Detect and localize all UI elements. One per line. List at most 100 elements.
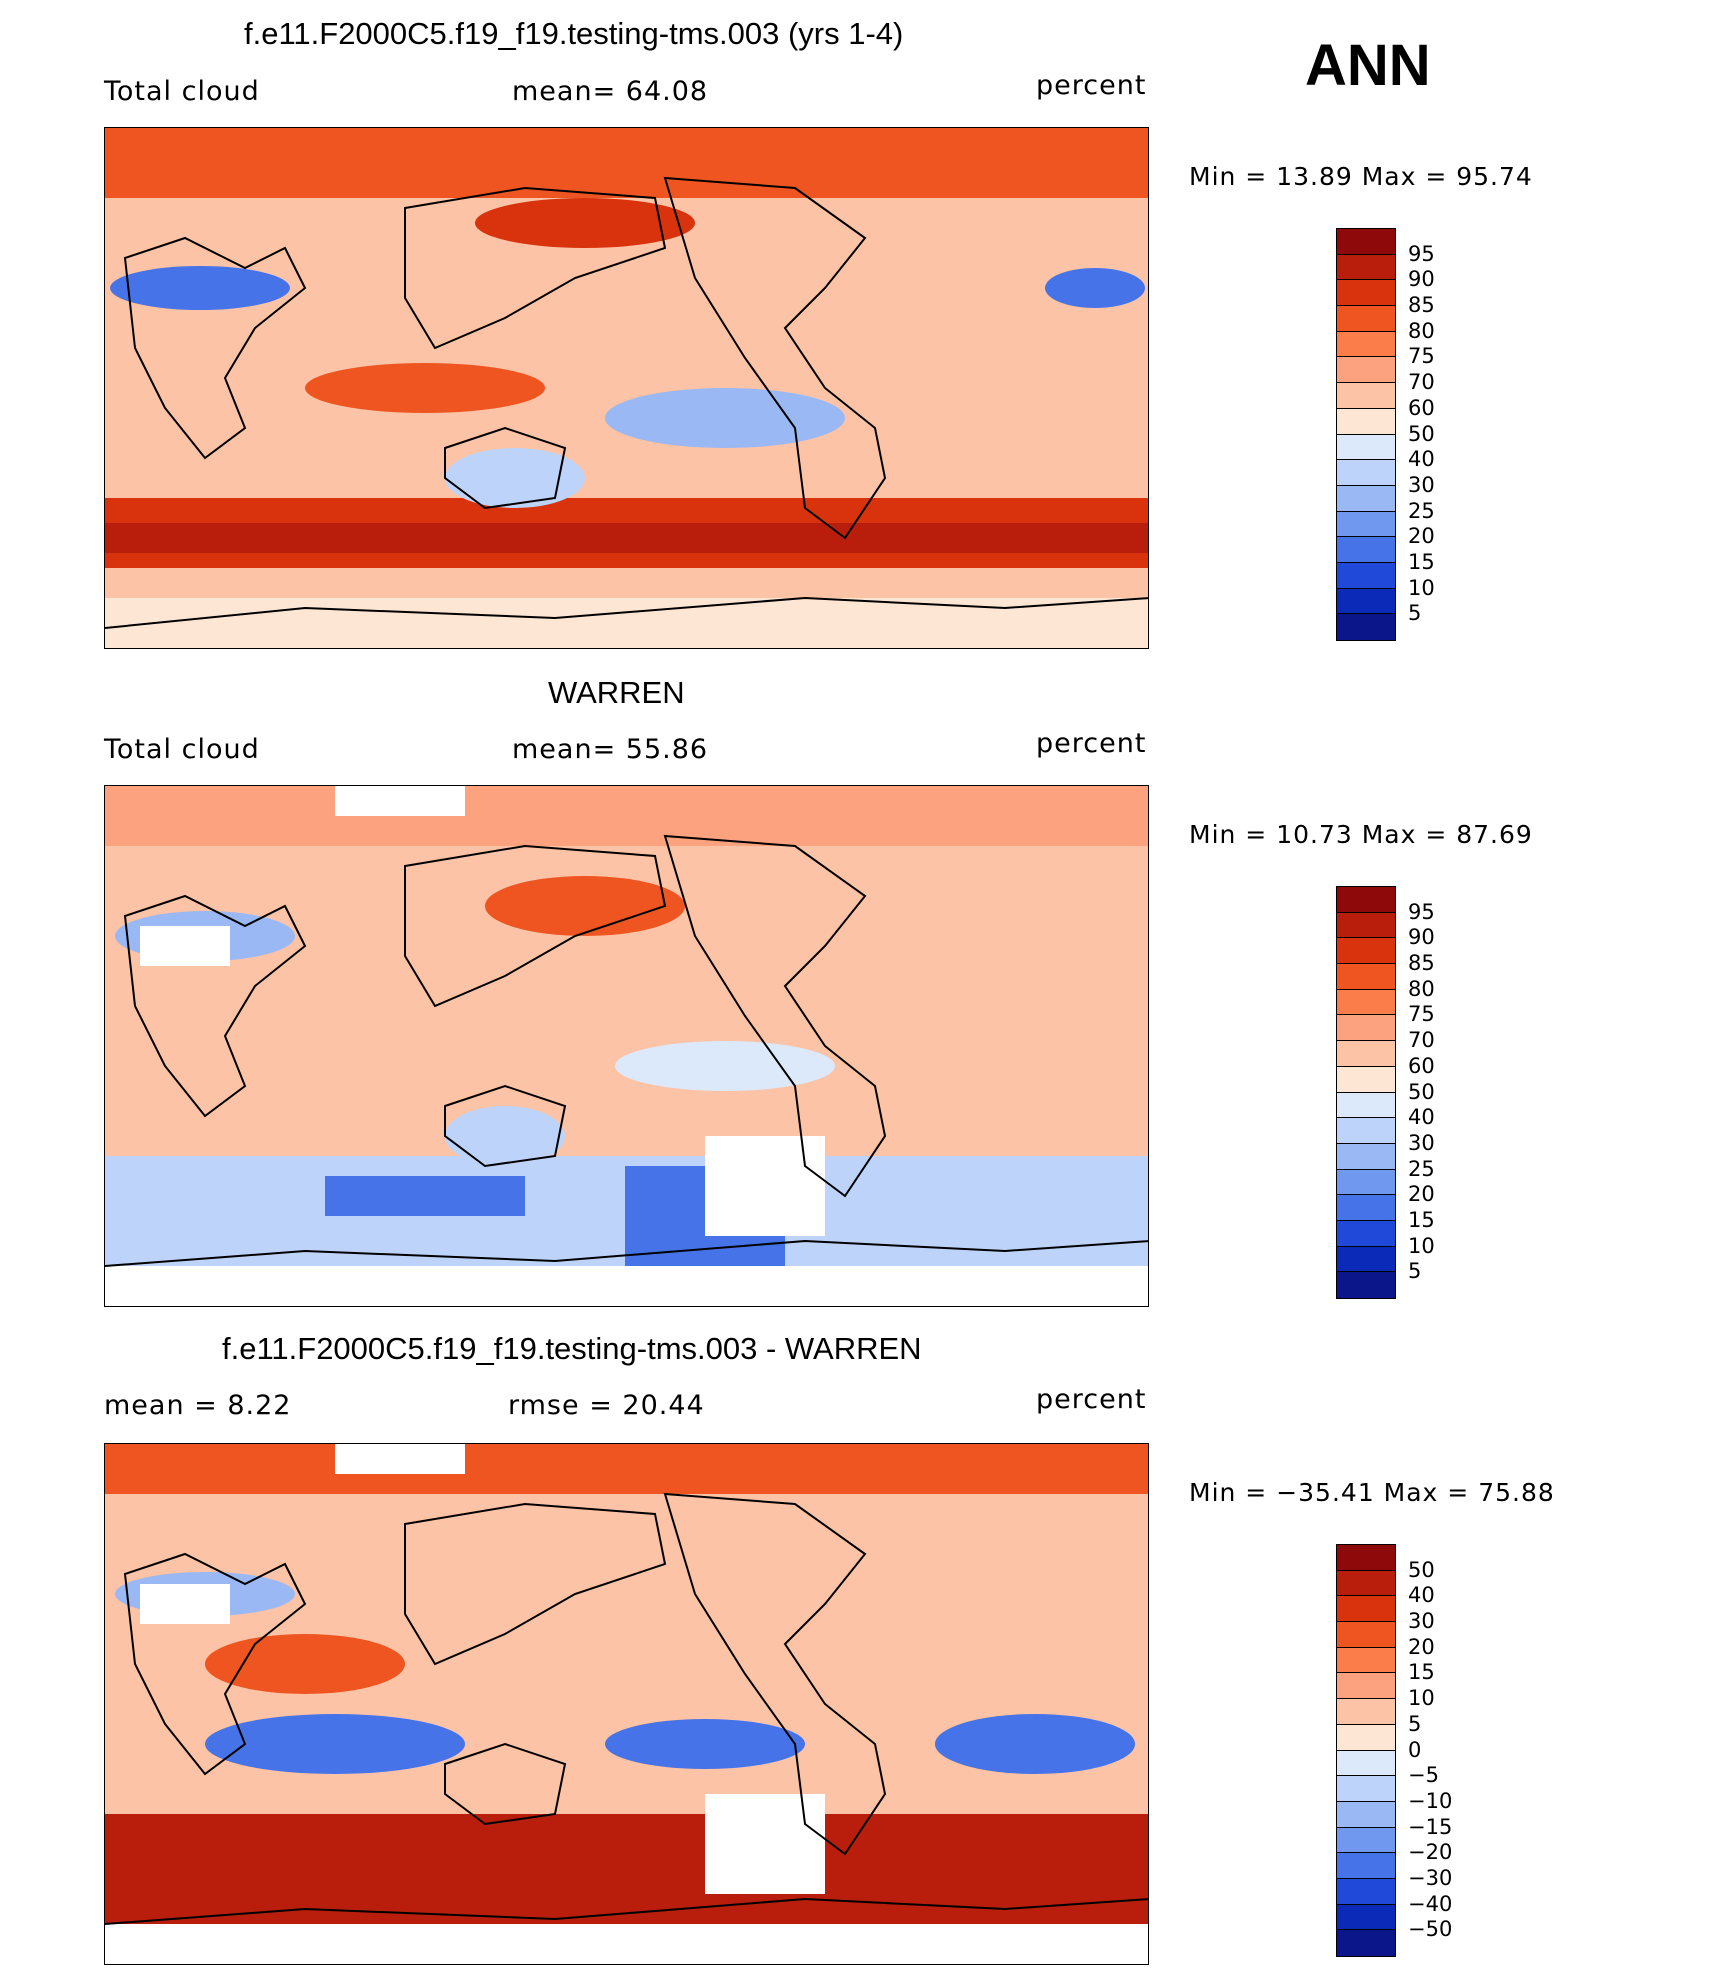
colorbar-swatch [1337, 383, 1395, 409]
colorbar-swatch [1337, 989, 1395, 1016]
atlantic-clear-region [1045, 268, 1145, 308]
colorbar-swatch [1337, 306, 1395, 332]
antarctic-missing-region [105, 1266, 1148, 1306]
colorbar-swatch [1337, 588, 1395, 615]
colorbar-swatch [1337, 1724, 1395, 1751]
colorbar-tick-label: 20 [1408, 524, 1435, 549]
colorbar-tick-label: 30 [1408, 1609, 1435, 1634]
coastline-asia [404, 1502, 667, 1666]
missing-data-region [335, 786, 465, 816]
colorbar-swatch [1337, 537, 1395, 563]
colorbar-tick-label: 10 [1408, 575, 1435, 600]
se-pacific-negative-region [605, 1719, 805, 1769]
panel-2-minmax: Min = 10.73 Max = 87.69 [1189, 820, 1533, 849]
coastline-africa-europe [123, 236, 307, 460]
colorbar-swatch [1337, 485, 1395, 512]
panel-1-map-field [105, 128, 1148, 648]
colorbar-tick-label: 85 [1408, 951, 1435, 976]
australia-clear-region [445, 448, 585, 508]
colorbar-tick-label: 30 [1408, 472, 1435, 497]
colorbar-tick-label: 5 [1408, 601, 1422, 626]
colorbar-tick-label: −20 [1408, 1840, 1453, 1865]
colorbar-tick-label: −50 [1408, 1917, 1453, 1942]
colorbar-tick-label: 50 [1408, 1557, 1435, 1582]
colorbar-swatch [1337, 1143, 1395, 1170]
colorbar-swatch [1337, 912, 1395, 939]
colorbar-tick-label: 95 [1408, 899, 1435, 924]
colorbar-tick-label: 0 [1408, 1737, 1422, 1762]
colorbar-swatch [1337, 254, 1395, 281]
colorbar-swatch [1337, 1545, 1395, 1571]
arctic-cloud-band [105, 128, 1148, 198]
colorbar-tick-label: 40 [1408, 1105, 1435, 1130]
colorbar-tick-label: 90 [1408, 267, 1435, 292]
coastline-americas [663, 834, 887, 1198]
colorbar-swatch [1337, 1673, 1395, 1700]
panel-3-minmax: Min = −35.41 Max = 75.88 [1189, 1478, 1555, 1507]
season-label: ANN [1305, 33, 1431, 98]
colorbar-tick-label: 75 [1408, 344, 1435, 369]
colorbar-swatch [1337, 229, 1395, 255]
australia-clear-region [445, 1106, 565, 1166]
coastline-antarctica [105, 1239, 1148, 1267]
colorbar-swatch [1337, 460, 1395, 486]
colorbar-tick-label: −30 [1408, 1865, 1453, 1890]
colorbar-tick-label: 85 [1408, 293, 1435, 318]
colorbar-swatch [1337, 614, 1395, 640]
antarctic-missing-region [105, 1924, 1148, 1964]
colorbar-tick-label: 50 [1408, 421, 1435, 446]
panel-1-variable-label: Total cloud [104, 76, 260, 107]
colorbar-swatch [1337, 1904, 1395, 1931]
colorbar-swatch [1337, 938, 1395, 965]
colorbar-swatch [1337, 357, 1395, 384]
colorbar-tick-label: 10 [1408, 1233, 1435, 1258]
colorbar-swatch [1337, 562, 1395, 589]
colorbar-swatch [1337, 1570, 1395, 1597]
panel-3-title: f.e11.F2000C5.f19_f19.testing-tms.003 - … [222, 1331, 922, 1366]
colorbar-tick-label: 25 [1408, 1156, 1435, 1181]
panel-3-map [104, 1443, 1149, 1965]
colorbar-tick-label: 60 [1408, 395, 1435, 420]
panel-3-colorbar [1336, 1544, 1396, 1957]
southern-ocean-positive-band [105, 1814, 1148, 1924]
colorbar-swatch [1337, 1118, 1395, 1144]
panel-1-mean-label: mean= 64.08 [512, 76, 709, 107]
missing-data-region [705, 1136, 825, 1236]
panel-1-minmax: Min = 13.89 Max = 95.74 [1189, 162, 1533, 191]
colorbar-tick-label: 5 [1408, 1259, 1422, 1284]
colorbar-swatch [1337, 1246, 1395, 1273]
colorbar-tick-label: 70 [1408, 370, 1435, 395]
colorbar-swatch [1337, 1930, 1395, 1956]
colorbar-swatch [1337, 280, 1395, 307]
colorbar-tick-label: 70 [1408, 1028, 1435, 1053]
colorbar-tick-label: 40 [1408, 1583, 1435, 1608]
panel-2-units-label: percent [1036, 728, 1147, 759]
coastline-antarctica [105, 1897, 1148, 1925]
panel-3-rmse-label: rmse = 20.44 [508, 1390, 705, 1421]
coastline-africa-europe [123, 1552, 307, 1776]
colorbar-tick-label: −5 [1408, 1763, 1439, 1788]
southern-ocean-clear-patch [325, 1176, 525, 1216]
colorbar-swatch [1337, 1750, 1395, 1777]
colorbar-swatch [1337, 331, 1395, 358]
coastline-australia [444, 426, 567, 510]
se-pacific-clear-region [605, 388, 845, 448]
indian-ocean-positive-region [205, 1634, 405, 1694]
panel-2-colorbar [1336, 886, 1396, 1299]
colorbar-tick-label: 80 [1408, 318, 1435, 343]
colorbar-swatch [1337, 1776, 1395, 1802]
colorbar-tick-label: 15 [1408, 1207, 1435, 1232]
coastline-asia [404, 186, 667, 350]
arctic-cloud-band [105, 786, 1148, 846]
arctic-difference-band [105, 1444, 1148, 1494]
coastline-asia [404, 844, 667, 1008]
southern-ocean-core [105, 523, 1148, 553]
sahara-clear-region [110, 266, 290, 310]
colorbar-tick-label: 50 [1408, 1079, 1435, 1104]
colorbar-swatch [1337, 1699, 1395, 1725]
colorbar-swatch [1337, 1801, 1395, 1828]
colorbar-swatch [1337, 1878, 1395, 1905]
panel-2-variable-label: Total cloud [104, 734, 260, 765]
colorbar-swatch [1337, 1220, 1395, 1247]
panel-3-units-label: percent [1036, 1384, 1147, 1415]
